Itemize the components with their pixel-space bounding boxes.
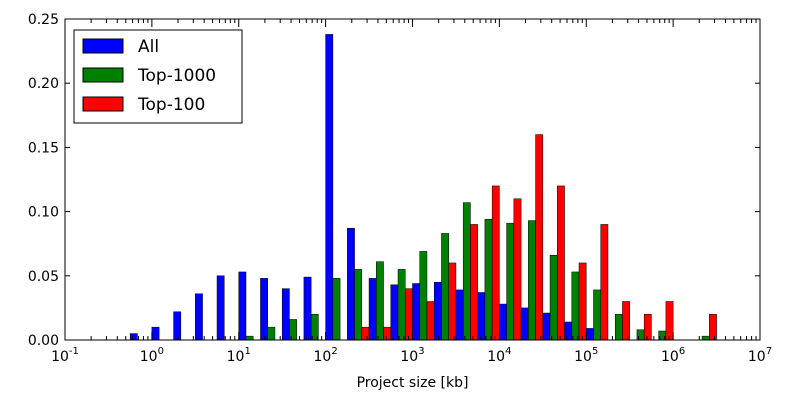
bar-top-100-21 — [535, 134, 544, 341]
bar-all-5 — [173, 311, 182, 341]
bar-top-1000-21 — [528, 220, 536, 341]
legend: All Top-1000 Top-100 — [73, 29, 243, 124]
bar-all-18 — [455, 289, 464, 341]
x-tick-label: 107 — [748, 346, 772, 365]
bar-top-100-13 — [361, 326, 370, 341]
y-tick-label: 0.10 — [28, 205, 59, 221]
bar-top-1000-10 — [289, 319, 297, 341]
bar-top-1000-22 — [549, 255, 558, 341]
bar-top-100-29 — [709, 314, 717, 341]
bar-top-100-23 — [578, 262, 587, 341]
bar-top-1000-13 — [354, 269, 363, 341]
y-tick-label: 0.00 — [28, 333, 59, 349]
bar-all-10 — [281, 288, 290, 341]
y-tick-label: 0.20 — [28, 76, 59, 92]
bar-all-3 — [129, 333, 138, 341]
bar-top-100-18 — [470, 224, 478, 341]
bar-all-23 — [564, 321, 573, 341]
x-tick-label: 102 — [314, 346, 338, 365]
ticks-layer: 0.00 0.05 0.10 0.15 0.20 0.25 10-1 100 101 102 103… — [28, 12, 772, 365]
bar-all-4 — [151, 326, 160, 341]
bar-all-9 — [260, 278, 268, 341]
legend-swatch-top-1000 — [82, 67, 124, 83]
bar-all-6 — [195, 293, 203, 341]
bar-all-17 — [433, 281, 442, 341]
bar-all-14 — [368, 278, 377, 341]
x-tick-label: 106 — [661, 346, 685, 365]
bar-top-100-25 — [622, 301, 630, 341]
x-tick-label: 103 — [400, 346, 424, 365]
legend-swatch-all — [82, 38, 124, 54]
bar-top-1000-17 — [441, 233, 449, 341]
legend-label-top-100: Top-100 — [137, 95, 205, 115]
bar-top-100-20 — [513, 198, 522, 341]
bar-all-11 — [303, 276, 312, 341]
bar-top-1000-8 — [245, 335, 254, 341]
legend-swatch-top-100 — [82, 96, 124, 112]
bar-top-1000-23 — [571, 271, 580, 341]
bar-all-20 — [499, 303, 507, 341]
x-tick-label: 10-1 — [51, 346, 79, 365]
legend-label-top-1000: Top-1000 — [137, 66, 216, 86]
bar-all-15 — [390, 284, 399, 341]
bar-top-1000-18 — [462, 202, 471, 341]
bar-top-100-27 — [665, 301, 674, 341]
bar-top-1000-25 — [614, 314, 623, 341]
bar-top-1000-24 — [593, 289, 601, 341]
x-tick-label: 100 — [140, 346, 164, 365]
bar-top-1000-15 — [397, 269, 406, 341]
bar-top-100-19 — [491, 185, 500, 341]
y-tick-label: 0.05 — [28, 269, 59, 285]
legend-label-all: All — [138, 37, 159, 57]
x-tick-label: 104 — [487, 346, 511, 365]
bar-all-24 — [586, 328, 594, 341]
bar-all-19 — [477, 292, 486, 341]
bar-top-100-17 — [448, 262, 457, 341]
bar-top-100-22 — [557, 185, 565, 341]
bar-top-1000-29 — [701, 335, 710, 341]
bar-all-16 — [412, 283, 420, 341]
bar-all-7 — [216, 275, 225, 341]
bar-top-1000-16 — [419, 251, 428, 341]
bar-top-100-26 — [643, 314, 652, 341]
bar-all-21 — [520, 307, 529, 341]
y-tick-label: 0.25 — [28, 12, 59, 28]
bar-top-100-24 — [600, 224, 609, 341]
bar-top-1000-12 — [332, 278, 341, 341]
bar-top-1000-14 — [376, 261, 384, 341]
bar-top-100-16 — [426, 301, 435, 341]
x-axis-label: Project size [kb] — [357, 375, 469, 391]
x-tick-label: 101 — [227, 346, 251, 365]
bar-top-1000-26 — [636, 329, 645, 341]
bar-top-100-15 — [405, 288, 413, 341]
y-tick-label: 0.15 — [28, 140, 59, 156]
bar-all-12 — [325, 34, 334, 341]
bar-all-22 — [542, 312, 551, 341]
bar-all-13 — [347, 228, 355, 341]
bar-all-8 — [238, 271, 247, 341]
bar-top-1000-19 — [484, 219, 493, 341]
x-tick-label: 105 — [574, 346, 598, 365]
bar-top-1000-9 — [267, 326, 276, 341]
bar-top-1000-20 — [506, 222, 515, 341]
bars-layer — [129, 34, 717, 341]
bar-top-100-14 — [383, 326, 392, 341]
